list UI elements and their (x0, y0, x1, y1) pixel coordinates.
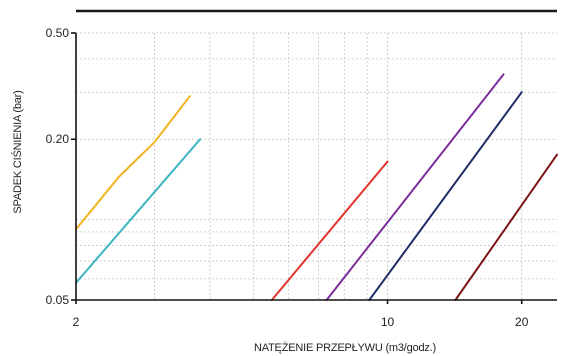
y-axis-title: SPADEK CIŚNIENIA (bar) (11, 90, 24, 213)
series-line-5 (368, 91, 523, 301)
axes (75, 33, 557, 301)
series-line-2 (75, 138, 202, 284)
series-lines (75, 73, 558, 301)
x-tick-label: 10 (381, 315, 395, 329)
x-axis-title: NATĘŻENIE PRZEPŁYWU (m3/godz.) (254, 341, 436, 354)
x-tick-label: 20 (515, 315, 529, 329)
series-line-3 (270, 160, 389, 301)
y-tick-label: 0.50 (46, 26, 70, 40)
ticks: 0.05 0.20 0.50 2 10 20 (46, 26, 529, 329)
y-tick-label: 0.05 (46, 293, 70, 307)
x-tick-label: 2 (73, 315, 80, 329)
grid (75, 32, 557, 301)
y-tick-label: 0.20 (46, 132, 70, 146)
series-line-4 (325, 73, 505, 301)
series-line-1 (75, 95, 191, 231)
series-line-6 (454, 153, 558, 301)
